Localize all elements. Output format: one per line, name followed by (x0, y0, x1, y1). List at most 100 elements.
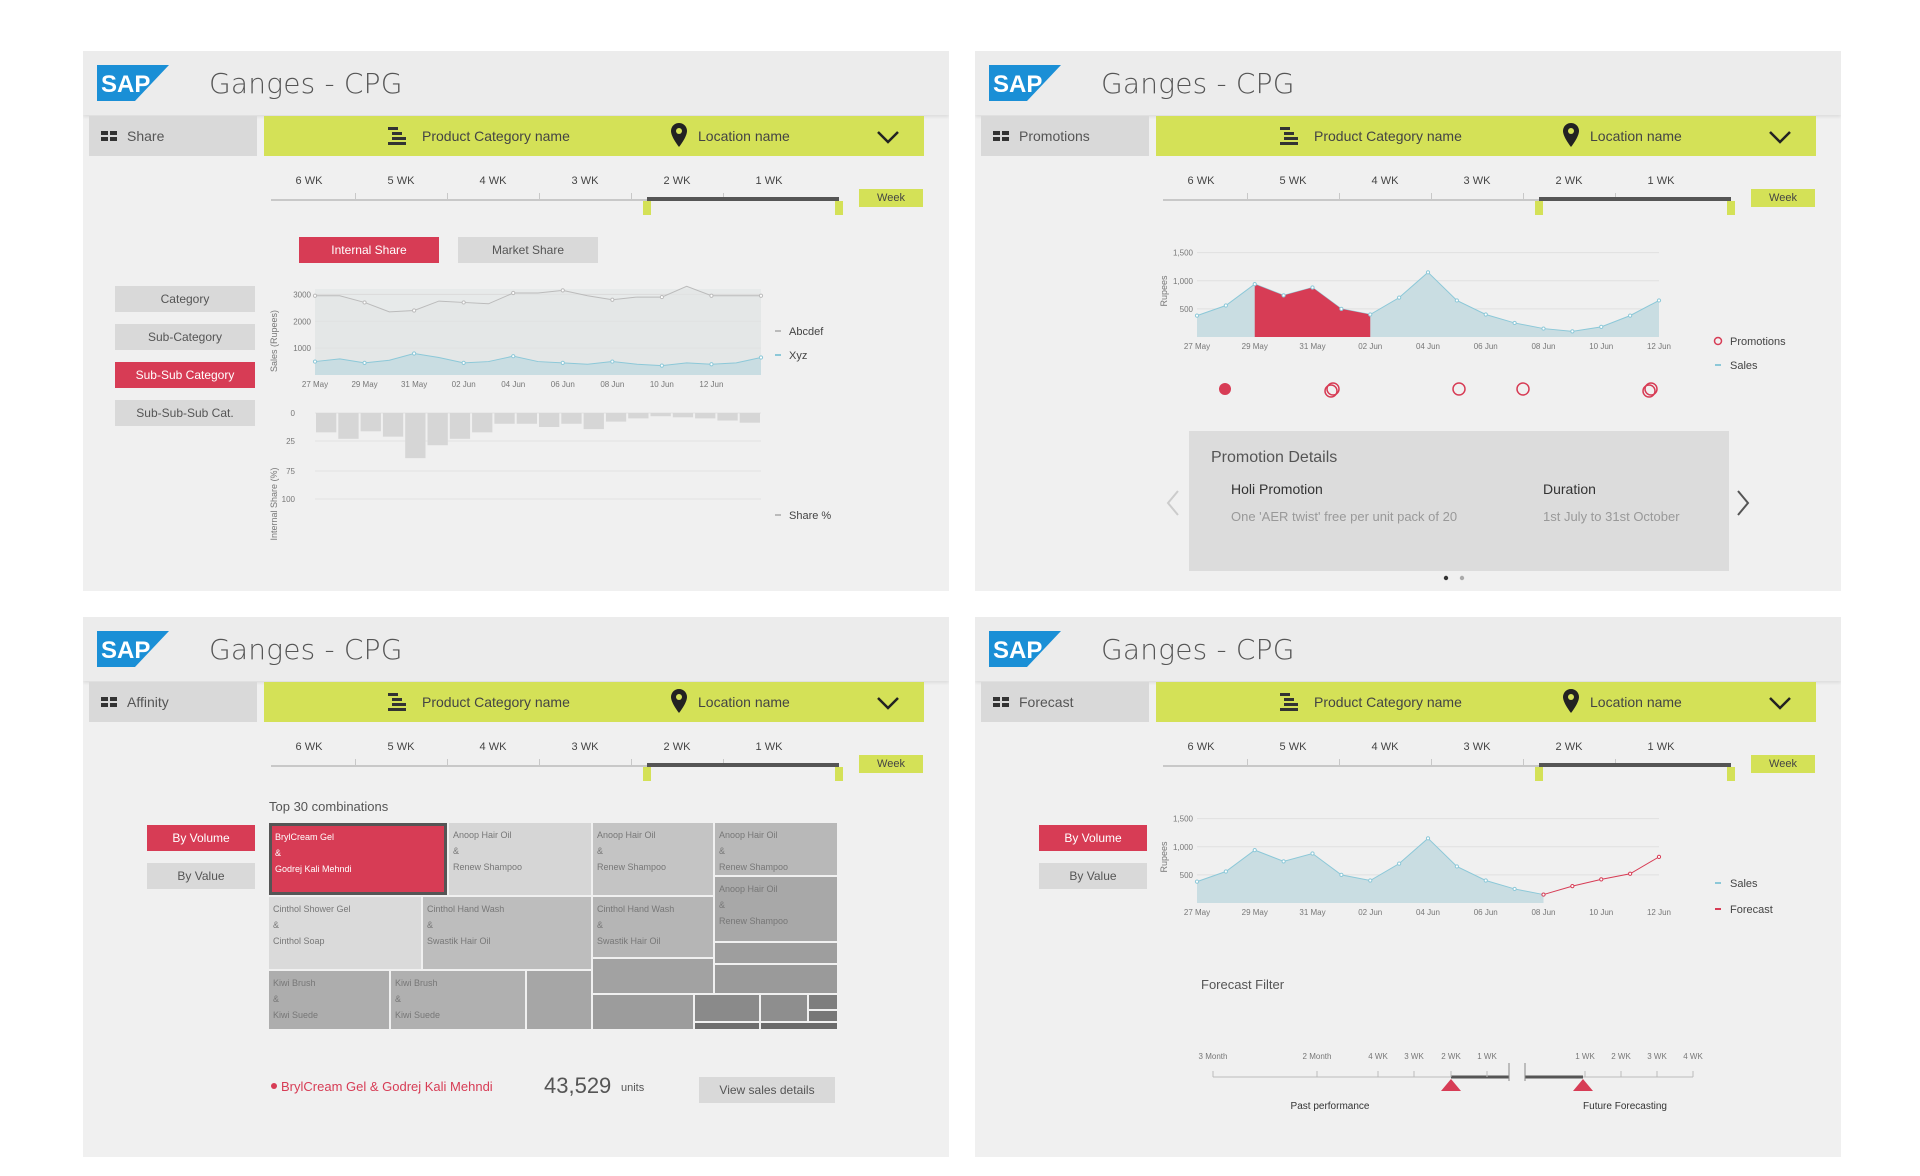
sap-logo: SAP (989, 631, 1061, 667)
treemap-cell[interactable]: Kiwi Brush & Kiwi Suede (269, 971, 389, 1029)
timeline-end-handle[interactable] (1727, 767, 1735, 781)
treemap-cell[interactable]: Anoop Hair Oil & Renew Shampoo (715, 823, 837, 875)
x-tick-label: 02 Jun (1358, 342, 1382, 351)
treemap-cell[interactable]: Kiwi Brush & Kiwi Suede (391, 971, 525, 1029)
timeline-tick (355, 759, 356, 767)
timeline-end-handle[interactable] (1727, 201, 1735, 215)
treemap-cell[interactable] (809, 1011, 837, 1021)
view-selector[interactable]: Affinity (89, 682, 257, 722)
y-axis-label: Internal Share (%) (269, 467, 279, 540)
cell-item-b: Renew Shampoo (719, 916, 789, 926)
past-slider-handle[interactable] (1441, 1079, 1461, 1091)
level-subsubsubcat-button[interactable]: Sub-Sub-Sub Cat. (115, 400, 255, 426)
treemap-cell[interactable]: Cinthol Hand Wash & Swastik Hair Oil (423, 897, 591, 969)
future-slider-handle[interactable] (1573, 1079, 1593, 1091)
level-category-button[interactable]: Category (115, 286, 255, 312)
promotion-marker[interactable] (1452, 382, 1466, 396)
treemap-cell[interactable] (695, 1023, 759, 1029)
view-selector[interactable]: Share (89, 116, 257, 156)
treemap-cell[interactable]: Cinthol Shower Gel & Cinthol Soap (269, 897, 421, 969)
filter-bar[interactable]: Product Category name Location name (264, 116, 924, 156)
view-sales-details-button[interactable]: View sales details (699, 1077, 835, 1103)
treemap-cell[interactable]: Anoop Hair Oil & Renew Shampoo (593, 823, 713, 895)
promotion-markers[interactable]: 5 8 (1219, 382, 1658, 401)
data-point (1310, 285, 1315, 290)
treemap-cell[interactable] (593, 959, 713, 993)
promotion-marker[interactable] (1644, 382, 1658, 396)
timeline-end-handle[interactable] (835, 201, 843, 215)
promotion-marker[interactable] (1219, 383, 1231, 395)
promotion-marker[interactable] (1516, 382, 1530, 396)
treemap-cell[interactable] (593, 995, 693, 1029)
chevron-down-icon[interactable] (1768, 695, 1792, 711)
by-value-button[interactable]: By Value (147, 863, 255, 889)
treemap-cell[interactable] (761, 1023, 837, 1029)
timeline-label: 5 WK (387, 175, 415, 187)
filter-bar[interactable]: Product Category name Location name (264, 682, 924, 722)
timeline-start-handle[interactable] (643, 201, 651, 215)
level-subsubcategory-button[interactable]: Sub-Sub Category (115, 362, 255, 388)
treemap-cell[interactable] (527, 971, 591, 1029)
treemap-cell[interactable] (715, 965, 837, 993)
timeline-start-handle[interactable] (643, 767, 651, 781)
data-point (362, 360, 367, 366)
treemap-cell[interactable] (809, 995, 837, 1009)
timeline-start-handle[interactable] (1535, 767, 1543, 781)
week-button[interactable]: Week (859, 755, 923, 773)
location-filter[interactable]: Location name (698, 694, 790, 710)
cell-item-b: Kiwi Suede (395, 1010, 441, 1020)
promotion-marker[interactable] (1326, 382, 1340, 396)
treemap-cell[interactable]: Cinthol Hand Wash & Swastik Hair Oil (593, 897, 713, 957)
filter-bar[interactable]: Product Category name Location name (1156, 682, 1816, 722)
share-bar (583, 413, 604, 430)
scale-tick-label: 3 WK (1647, 1052, 1667, 1061)
timeline-end-handle[interactable] (835, 767, 843, 781)
carousel-dots[interactable] (1440, 574, 1470, 582)
location-filter[interactable]: Location name (698, 128, 790, 144)
chevron-right-icon[interactable] (1735, 489, 1751, 517)
chevron-down-icon[interactable] (876, 129, 900, 145)
category-filter[interactable]: Product Category name (1314, 694, 1462, 710)
treemap-cell[interactable]: Anoop Hair Oil & Renew Shampoo (449, 823, 591, 895)
chevron-down-icon[interactable] (1768, 129, 1792, 145)
treemap-cell[interactable]: BrylCream Gel & Godrej Kali Mehndi (269, 823, 447, 895)
treemap-cell[interactable] (695, 995, 759, 1021)
by-value-button[interactable]: By Value (1039, 863, 1147, 889)
week-timeline[interactable]: 6 WK 5 WK 4 WK 3 WK 2 WK 1 WK (1163, 741, 1737, 789)
chevron-left-icon[interactable] (1165, 489, 1181, 517)
y-tick-label: 1000 (293, 344, 311, 353)
week-button[interactable]: Week (1751, 189, 1815, 207)
treemap-cell[interactable] (761, 995, 807, 1021)
location-filter[interactable]: Location name (1590, 128, 1682, 144)
promotion-marker[interactable] (1642, 384, 1656, 398)
data-point (1541, 326, 1546, 331)
week-timeline[interactable]: 6 WK 5 WK 4 WK 3 WK 2 WK 1 WK (271, 741, 845, 789)
treemap-cell[interactable]: Anoop Hair Oil & Renew Shampoo (715, 877, 837, 941)
week-timeline[interactable]: 6 WK 5 WK 4 WK 3 WK 2 WK 1 WK (271, 175, 845, 223)
category-filter[interactable]: Product Category name (422, 694, 570, 710)
by-volume-button[interactable]: By Volume (147, 825, 255, 851)
view-selector[interactable]: Forecast (981, 682, 1149, 722)
x-tick-label: 08 Jun (1531, 908, 1555, 917)
week-button[interactable]: Week (1751, 755, 1815, 773)
category-filter[interactable]: Product Category name (422, 128, 570, 144)
internal-share-toggle[interactable]: Internal Share (299, 237, 439, 263)
timeline-label: 4 WK (479, 741, 507, 753)
chevron-down-icon[interactable] (876, 695, 900, 711)
promotion-description: One 'AER twist' free per unit pack of 20 (1231, 509, 1458, 524)
by-volume-button[interactable]: By Volume (1039, 825, 1147, 851)
x-tick-label: 29 May (351, 380, 377, 389)
forecast-filter-slider[interactable]: 3 Month 2 Month 4 WK 3 WK 2 WK 1 WK 1 WK 2 WK 3 … (1195, 1027, 1755, 1117)
timeline-start-handle[interactable] (1535, 201, 1543, 215)
timeline-label: 6 WK (295, 175, 323, 187)
view-selector[interactable]: Promotions (981, 116, 1149, 156)
filter-bar[interactable]: Product Category name Location name (1156, 116, 1816, 156)
market-share-toggle[interactable]: Market Share (458, 237, 598, 263)
treemap-cell[interactable] (715, 943, 837, 963)
location-filter[interactable]: Location name (1590, 694, 1682, 710)
promotion-marker[interactable] (1324, 384, 1338, 398)
level-subcategory-button[interactable]: Sub-Category (115, 324, 255, 350)
category-filter[interactable]: Product Category name (1314, 128, 1462, 144)
week-button[interactable]: Week (859, 189, 923, 207)
week-timeline[interactable]: 6 WK 5 WK 4 WK 3 WK 2 WK 1 WK (1163, 175, 1737, 223)
